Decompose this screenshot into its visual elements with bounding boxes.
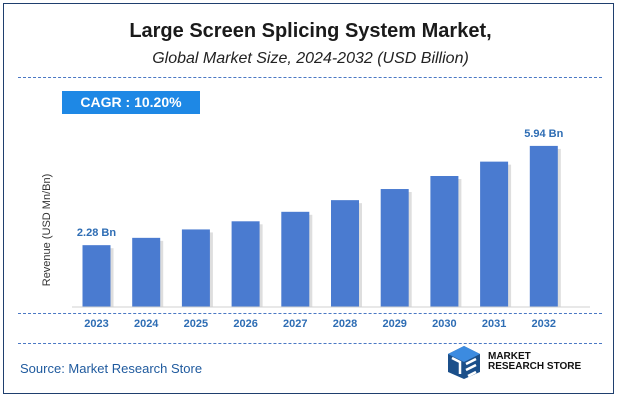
x-tick-label: 2023	[84, 318, 108, 330]
bar-2026	[231, 221, 260, 307]
x-tick-label: 2025	[184, 318, 208, 330]
x-tick-label: 2026	[233, 318, 257, 330]
chart-subtitle: Global Market Size, 2024-2032 (USD Billi…	[152, 50, 469, 67]
chart-frame	[3, 3, 614, 394]
x-tick-label: 2029	[382, 318, 406, 330]
divider	[18, 77, 602, 78]
logo-text-2: RESEARCH STORE	[488, 361, 582, 372]
source-text: Source: Market Research Store	[20, 361, 203, 376]
x-tick-label: 2032	[532, 318, 556, 330]
logo-cube-icon	[448, 346, 480, 379]
x-tick-label: 2027	[283, 318, 307, 330]
x-tick-label: 2024	[134, 318, 159, 330]
logo-text-1: MARKET	[488, 351, 531, 362]
cagr-badge: CAGR : 10.20%	[62, 91, 200, 114]
bar-2028	[331, 200, 359, 307]
y-axis-label: Revenue (USD Mn/Bn)	[41, 174, 53, 287]
bar-2029	[380, 189, 409, 307]
bar-2031	[480, 161, 509, 307]
bar-2032	[529, 145, 558, 307]
bar-2023	[82, 245, 111, 307]
x-tick-label: 2031	[482, 318, 506, 330]
chart-title: Large Screen Splicing System Market,	[129, 20, 492, 42]
bar-2027	[281, 211, 310, 307]
logo: MARKET RESEARCH STORE	[446, 344, 581, 380]
x-tick-label: 2028	[333, 318, 357, 330]
bar-2024	[132, 237, 161, 307]
divider	[18, 313, 602, 314]
bar-2030	[430, 176, 459, 307]
divider	[18, 343, 602, 344]
bar-2025	[181, 229, 210, 307]
data-label: 2.28 Bn	[77, 227, 116, 239]
data-label: 5.94 Bn	[524, 128, 563, 140]
x-tick-label: 2030	[432, 318, 456, 330]
